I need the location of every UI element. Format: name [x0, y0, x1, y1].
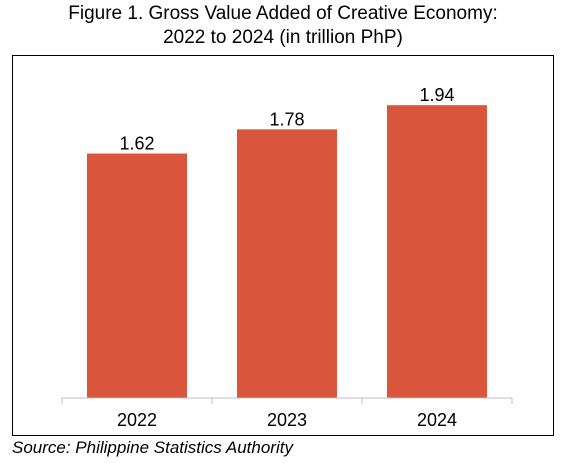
- bar-2023: [237, 129, 337, 398]
- bar-2022: [87, 153, 187, 398]
- chart-title-line-1: Figure 1. Gross Value Added of Creative …: [68, 3, 498, 24]
- x-tick-label-2023: 2023: [267, 410, 307, 430]
- bar-2024: [387, 105, 487, 398]
- x-tick-label-2022: 2022: [117, 410, 157, 430]
- chart-frame: [12, 55, 554, 436]
- source-note: Source: Philippine Statistics Authority: [12, 438, 293, 457]
- chart-title-line-2: 2022 to 2024 (in trillion PhP): [163, 27, 403, 48]
- x-tick-label-2024: 2024: [417, 410, 457, 430]
- data-label-2022: 1.62: [119, 134, 154, 154]
- data-label-2024: 1.94: [419, 85, 454, 105]
- data-label-2023: 1.78: [269, 109, 304, 129]
- chart-title: Figure 1. Gross Value Added of Creative …: [0, 2, 566, 50]
